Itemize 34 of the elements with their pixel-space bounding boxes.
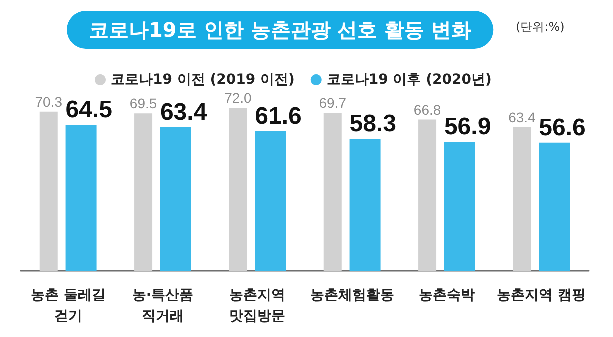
data-label: 72.0: [224, 90, 252, 106]
data-label: 69.7: [319, 95, 347, 112]
data-label: 69.5: [130, 96, 158, 112]
bar: [134, 114, 153, 271]
legend-label: 코로나19 이전 (2019 이전): [111, 72, 295, 88]
x-tick-label: 농·특산품 직거래: [132, 288, 194, 324]
data-label: 56.9: [444, 114, 492, 141]
legend-label: 코로나19 이후 (2020년): [326, 72, 492, 88]
bar: [350, 139, 381, 271]
bar: [160, 127, 192, 271]
x-tick-label: 농촌지역 캠핑: [497, 288, 586, 304]
bar: [255, 132, 286, 271]
bar: [40, 112, 58, 271]
data-label: 66.8: [414, 102, 442, 118]
data-label: 58.3: [350, 110, 397, 138]
data-label: 61.6: [255, 103, 302, 130]
chart-title: 코로나19로 인한 농촌관광 선호 활동 변화: [89, 18, 472, 42]
data-label: 56.6: [539, 114, 586, 142]
data-label: 63.4: [160, 98, 208, 126]
x-tick-label: 농촌체험활동: [310, 288, 394, 304]
bar: [229, 108, 248, 271]
bar: [539, 142, 570, 271]
x-tick-label: 농촌 둘레길 걷기: [30, 288, 106, 324]
bar: [444, 142, 476, 271]
bar: [513, 127, 532, 271]
text: (단위:%): [516, 20, 565, 34]
data-label: 70.3: [35, 94, 63, 110]
bar: [418, 120, 437, 271]
bar: [324, 113, 342, 271]
x-tick-label: 농촌숙박: [419, 288, 475, 304]
data-label: 64.5: [66, 96, 113, 124]
x-tick-label: 농촌지역 맛집방문: [230, 288, 286, 324]
data-label: 63.4: [508, 109, 536, 126]
bar: [66, 124, 97, 271]
